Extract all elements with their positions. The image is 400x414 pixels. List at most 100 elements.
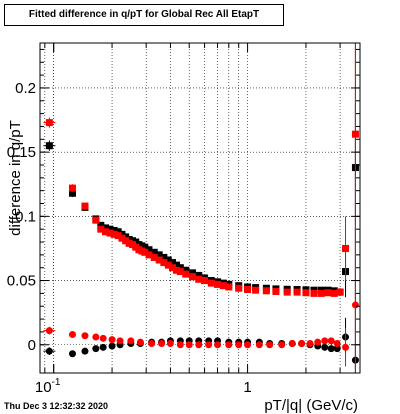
- data-point: [317, 289, 325, 297]
- data-point: [68, 330, 76, 338]
- data-point: [160, 259, 168, 267]
- data-point: [68, 350, 76, 358]
- data-point: [235, 341, 243, 349]
- data-point: [68, 184, 76, 192]
- data-point: [108, 342, 116, 350]
- data-point: [81, 202, 89, 210]
- data-point: [176, 264, 184, 272]
- data-point: [185, 341, 193, 349]
- data-point: [244, 341, 252, 349]
- x-tick-label: 1: [243, 379, 251, 396]
- data-point: [201, 277, 209, 285]
- data-point: [207, 279, 215, 287]
- data-point: [127, 337, 135, 345]
- data-point: [81, 347, 89, 355]
- data-point: [145, 251, 153, 259]
- y-tick-label: 0.2: [15, 80, 36, 97]
- data-point: [99, 343, 107, 351]
- plot-frame: [39, 42, 361, 374]
- data-point: [182, 270, 190, 278]
- data-point: [169, 264, 177, 272]
- data-point: [155, 256, 163, 264]
- data-point: [81, 332, 89, 340]
- data-point: [145, 246, 153, 254]
- data-point: [225, 283, 233, 291]
- data-point: [68, 189, 76, 197]
- data-point: [106, 229, 114, 237]
- data-point: [176, 268, 184, 276]
- data-point: [272, 287, 280, 295]
- data-point: [114, 232, 122, 240]
- data-point: [205, 341, 213, 349]
- data-point: [97, 225, 105, 233]
- data-point: [298, 339, 306, 347]
- data-point: [189, 273, 197, 281]
- data-point: [101, 228, 109, 236]
- data-point: [336, 288, 344, 296]
- data-point: [351, 301, 359, 309]
- y-tick-label: 0.1: [15, 208, 36, 225]
- data-point: [278, 341, 286, 349]
- y-tick-label: 0: [28, 337, 36, 354]
- data-point: [122, 237, 130, 245]
- data-point: [45, 142, 53, 150]
- data-point: [150, 253, 158, 261]
- data-point: [324, 289, 332, 297]
- data-point: [164, 261, 172, 269]
- data-point: [166, 339, 174, 347]
- y-tick-label: 0.05: [7, 273, 36, 290]
- data-point: [150, 248, 158, 256]
- data-point: [244, 286, 252, 294]
- data-point: [141, 248, 149, 256]
- y-tick-label: 0.15: [7, 144, 36, 161]
- data-point: [333, 345, 341, 353]
- axis-ticks: 0 0.05 0.1 0.15 0.2 10-1 1: [7, 43, 360, 396]
- data-point: [327, 345, 335, 353]
- x-tick-label: 10-1: [35, 377, 61, 396]
- data-point: [321, 343, 329, 351]
- data-point: [195, 275, 203, 283]
- data-point: [164, 256, 172, 264]
- data-point: [333, 339, 341, 347]
- data-layer: [43, 43, 359, 373]
- series-1: [43, 43, 359, 373]
- data-point: [92, 333, 100, 341]
- data-point: [214, 280, 222, 288]
- data-point: [189, 269, 197, 277]
- data-point: [99, 334, 107, 342]
- series-0: [43, 43, 359, 373]
- data-point: [293, 288, 301, 296]
- data-point: [310, 289, 318, 297]
- data-point: [214, 341, 222, 349]
- data-point: [110, 230, 118, 238]
- data-point: [45, 119, 53, 127]
- x-axis-title: pT/|q| (GeV/c): [264, 397, 358, 414]
- data-point: [118, 230, 126, 238]
- data-point: [110, 226, 118, 234]
- data-point: [92, 216, 100, 224]
- data-point: [122, 233, 130, 241]
- data-point: [141, 243, 149, 251]
- series-3: [43, 48, 359, 373]
- data-point: [45, 347, 53, 355]
- data-point: [155, 251, 163, 259]
- y-axis-title: difference in q/pT: [7, 120, 24, 236]
- data-point: [108, 336, 116, 344]
- data-point: [106, 225, 114, 233]
- timestamp: Thu Dec 3 12:32:32 2020: [4, 401, 109, 411]
- data-point: [302, 289, 310, 297]
- data-point: [195, 271, 203, 279]
- data-point: [321, 337, 329, 345]
- data-point: [225, 341, 233, 349]
- data-point: [195, 341, 203, 349]
- data-point: [118, 234, 126, 242]
- data-point: [306, 339, 314, 347]
- data-point: [173, 261, 181, 269]
- data-point: [160, 253, 168, 261]
- data-point: [176, 341, 184, 349]
- data-point: [116, 337, 124, 345]
- data-point: [182, 266, 190, 274]
- data-point: [101, 224, 109, 232]
- data-point: [262, 287, 270, 295]
